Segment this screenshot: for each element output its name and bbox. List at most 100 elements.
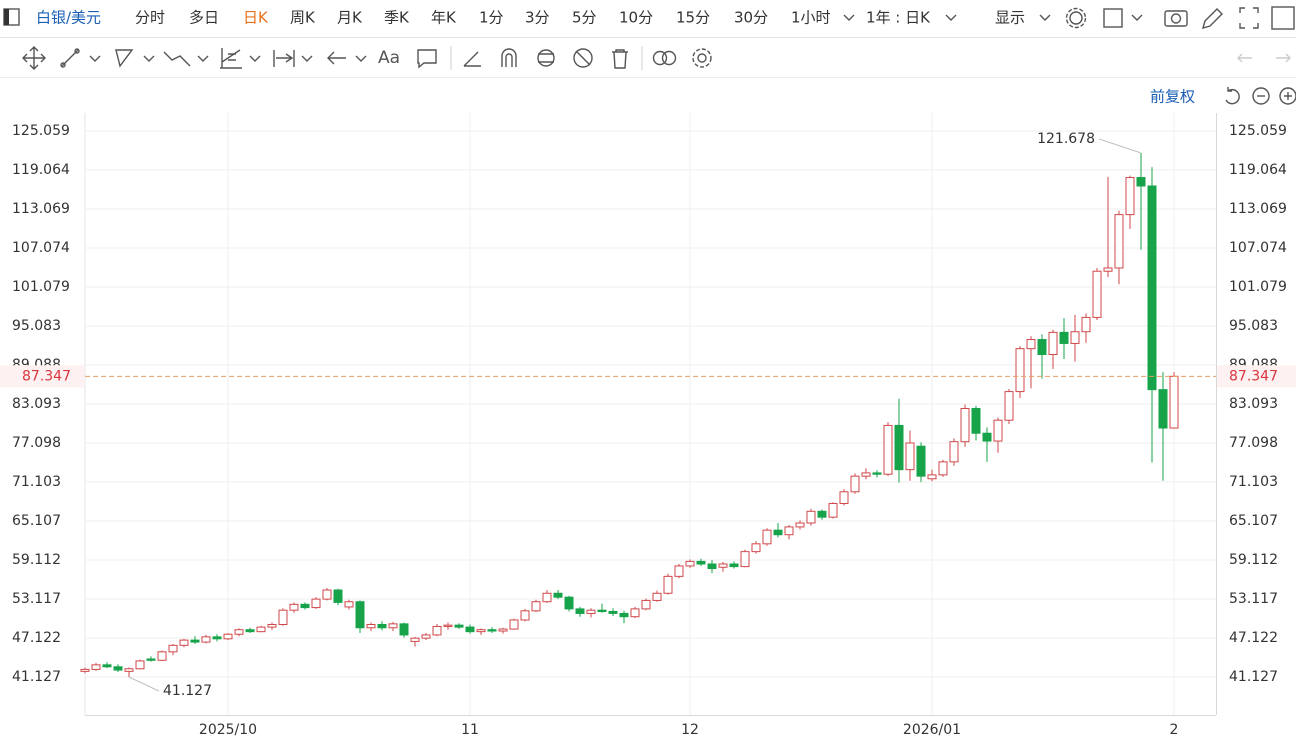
period-button[interactable]: 15分 — [676, 9, 710, 27]
candle-body — [465, 626, 475, 633]
period-button[interactable]: 分时 — [135, 9, 165, 27]
last-price-label: 87.347 — [1229, 368, 1278, 384]
candle-body — [630, 608, 640, 618]
candle-body — [905, 442, 915, 471]
chart-controls[interactable] — [1225, 87, 1296, 105]
y-tick-label: 71.103 — [12, 474, 61, 490]
last-price-box — [0, 365, 84, 388]
candle-body — [707, 563, 717, 570]
y2-tick-label: 77.098 — [1229, 435, 1278, 451]
candle-body — [960, 408, 970, 443]
period-button[interactable]: 日K — [243, 9, 269, 27]
period-button[interactable]: 月K — [337, 9, 363, 27]
y2-tick-label: 95.083 — [1229, 318, 1278, 334]
candle-body — [476, 629, 486, 633]
candle-body — [443, 624, 453, 627]
period-button[interactable]: 季K — [384, 9, 410, 27]
candle-body — [366, 624, 376, 629]
candle-body — [1125, 177, 1135, 216]
candle-body — [982, 432, 992, 442]
candle-body — [652, 592, 662, 601]
period-button[interactable]: 10分 — [619, 9, 653, 27]
x-tick-label: 12 — [681, 722, 699, 738]
candle-body — [1015, 348, 1025, 393]
candle-body — [311, 598, 321, 609]
text-tool[interactable]: Aa — [378, 48, 400, 68]
candle-body — [597, 609, 607, 612]
period-button[interactable]: 周K — [290, 9, 316, 27]
top-bar — [0, 0, 1296, 37]
candle-body — [795, 522, 805, 528]
y2-tick-label: 59.112 — [1229, 552, 1278, 568]
candle-body — [212, 636, 222, 640]
candle-body — [1037, 339, 1047, 356]
candle-body — [531, 601, 541, 612]
period-button[interactable]: 30分 — [734, 9, 768, 27]
candle-body — [124, 668, 134, 672]
range-select[interactable]: 1年 : 日K — [866, 9, 931, 27]
candle-body — [1026, 339, 1036, 350]
display-select[interactable]: 显示 — [995, 9, 1025, 27]
candle-body — [520, 610, 530, 621]
adjust-link[interactable]: 前复权 — [1150, 88, 1195, 106]
candle-body — [696, 560, 706, 565]
candle-body — [729, 563, 739, 568]
candle-body — [608, 610, 618, 614]
candle-body — [421, 634, 431, 639]
annotation: 41.127 — [163, 683, 212, 699]
sidebar-toggle[interactable] — [3, 8, 20, 26]
candle-body — [762, 529, 772, 545]
candle-body — [1114, 214, 1124, 269]
candle-body — [300, 603, 310, 609]
candle-body — [927, 474, 937, 480]
y-tick-label: 125.059 — [12, 123, 70, 139]
y-tick-label: 83.093 — [12, 396, 61, 412]
period-button[interactable]: 3分 — [525, 9, 550, 27]
candle-body — [256, 626, 266, 633]
plot: 41.127 41.127 47.122 47.122 53.117 53.117 59.1… — [0, 113, 1296, 738]
top-icons[interactable] — [1065, 6, 1295, 30]
candle-body — [828, 502, 838, 518]
symbol[interactable]: 白银/美元 — [36, 9, 101, 27]
candle-body — [179, 639, 189, 646]
y2-tick-label: 125.059 — [1229, 123, 1287, 139]
period-button[interactable]: 1小时 — [791, 9, 831, 27]
period-button[interactable]: 多日 — [189, 9, 219, 27]
candle-body — [399, 623, 409, 636]
candle-body — [80, 668, 90, 672]
annotation-leader — [128, 676, 160, 692]
period-button[interactable]: 1分 — [479, 9, 504, 27]
candle-body — [333, 589, 343, 603]
candle-body — [157, 651, 167, 661]
candle-body — [190, 639, 200, 643]
candle-body — [355, 601, 365, 629]
candle-body — [575, 608, 585, 614]
y-tick-label: 113.069 — [12, 201, 70, 217]
chevrons — [843, 14, 1051, 21]
drawing-tools[interactable] — [22, 46, 712, 70]
candle-body — [1158, 389, 1168, 429]
undo-redo[interactable] — [1237, 53, 1291, 63]
candle-body — [564, 596, 574, 610]
y2-tick-label: 101.079 — [1229, 279, 1287, 295]
candle-body — [1147, 185, 1157, 391]
candle-body — [641, 599, 651, 610]
candle-body — [322, 589, 332, 600]
candle-body — [487, 629, 497, 632]
candle-body — [1136, 177, 1146, 187]
period-button[interactable]: 5分 — [572, 9, 597, 27]
y2-tick-label: 113.069 — [1229, 201, 1287, 217]
candle-body — [1048, 331, 1058, 356]
candle-body — [553, 592, 563, 598]
candle-body — [938, 461, 948, 476]
candle-body — [817, 510, 827, 518]
candle-body — [850, 475, 860, 493]
candle-body — [586, 609, 596, 614]
candle-body — [1092, 270, 1102, 318]
y-tick-label: 119.064 — [12, 162, 70, 178]
x-tick-label: 2 — [1170, 722, 1179, 738]
period-button[interactable]: 年K — [431, 9, 457, 27]
